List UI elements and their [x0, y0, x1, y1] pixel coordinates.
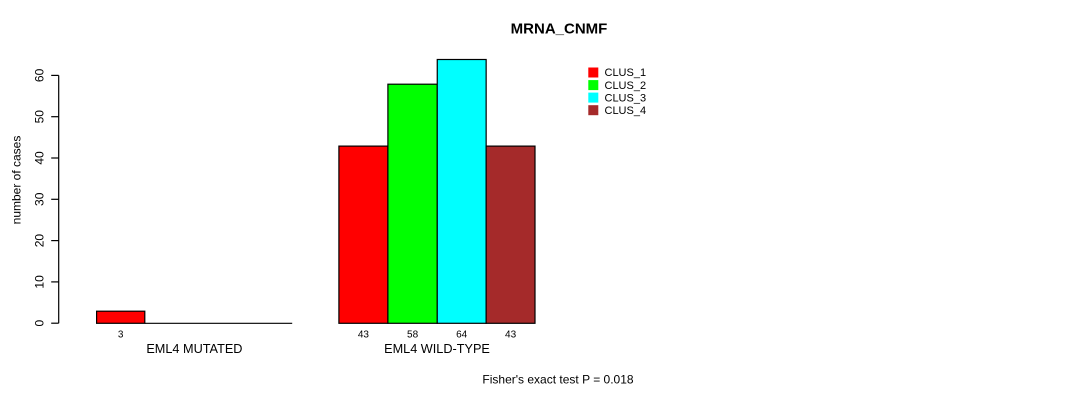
- svg-text:EML4 MUTATED: EML4 MUTATED: [146, 342, 242, 356]
- svg-text:number of cases: number of cases: [9, 136, 23, 225]
- svg-text:60: 60: [32, 68, 46, 82]
- svg-text:50: 50: [32, 110, 46, 124]
- svg-text:43: 43: [358, 329, 370, 340]
- svg-text:20: 20: [32, 234, 46, 248]
- svg-text:10: 10: [32, 275, 46, 289]
- svg-text:MRNA_CNMF: MRNA_CNMF: [511, 20, 608, 37]
- svg-text:CLUS_4: CLUS_4: [605, 105, 647, 117]
- svg-text:CLUS_2: CLUS_2: [605, 80, 647, 92]
- svg-text:EML4 WILD-TYPE: EML4 WILD-TYPE: [384, 342, 490, 356]
- svg-text:58: 58: [407, 329, 419, 340]
- svg-text:64: 64: [456, 329, 468, 340]
- svg-text:3: 3: [118, 329, 124, 340]
- svg-text:30: 30: [32, 192, 46, 206]
- svg-text:43: 43: [505, 329, 517, 340]
- svg-text:40: 40: [32, 151, 46, 165]
- svg-text:CLUS_1: CLUS_1: [605, 67, 647, 79]
- svg-text:Fisher's exact test P = 0.018: Fisher's exact test P = 0.018: [482, 373, 633, 387]
- svg-text:0: 0: [32, 320, 46, 327]
- svg-text:CLUS_3: CLUS_3: [605, 92, 647, 104]
